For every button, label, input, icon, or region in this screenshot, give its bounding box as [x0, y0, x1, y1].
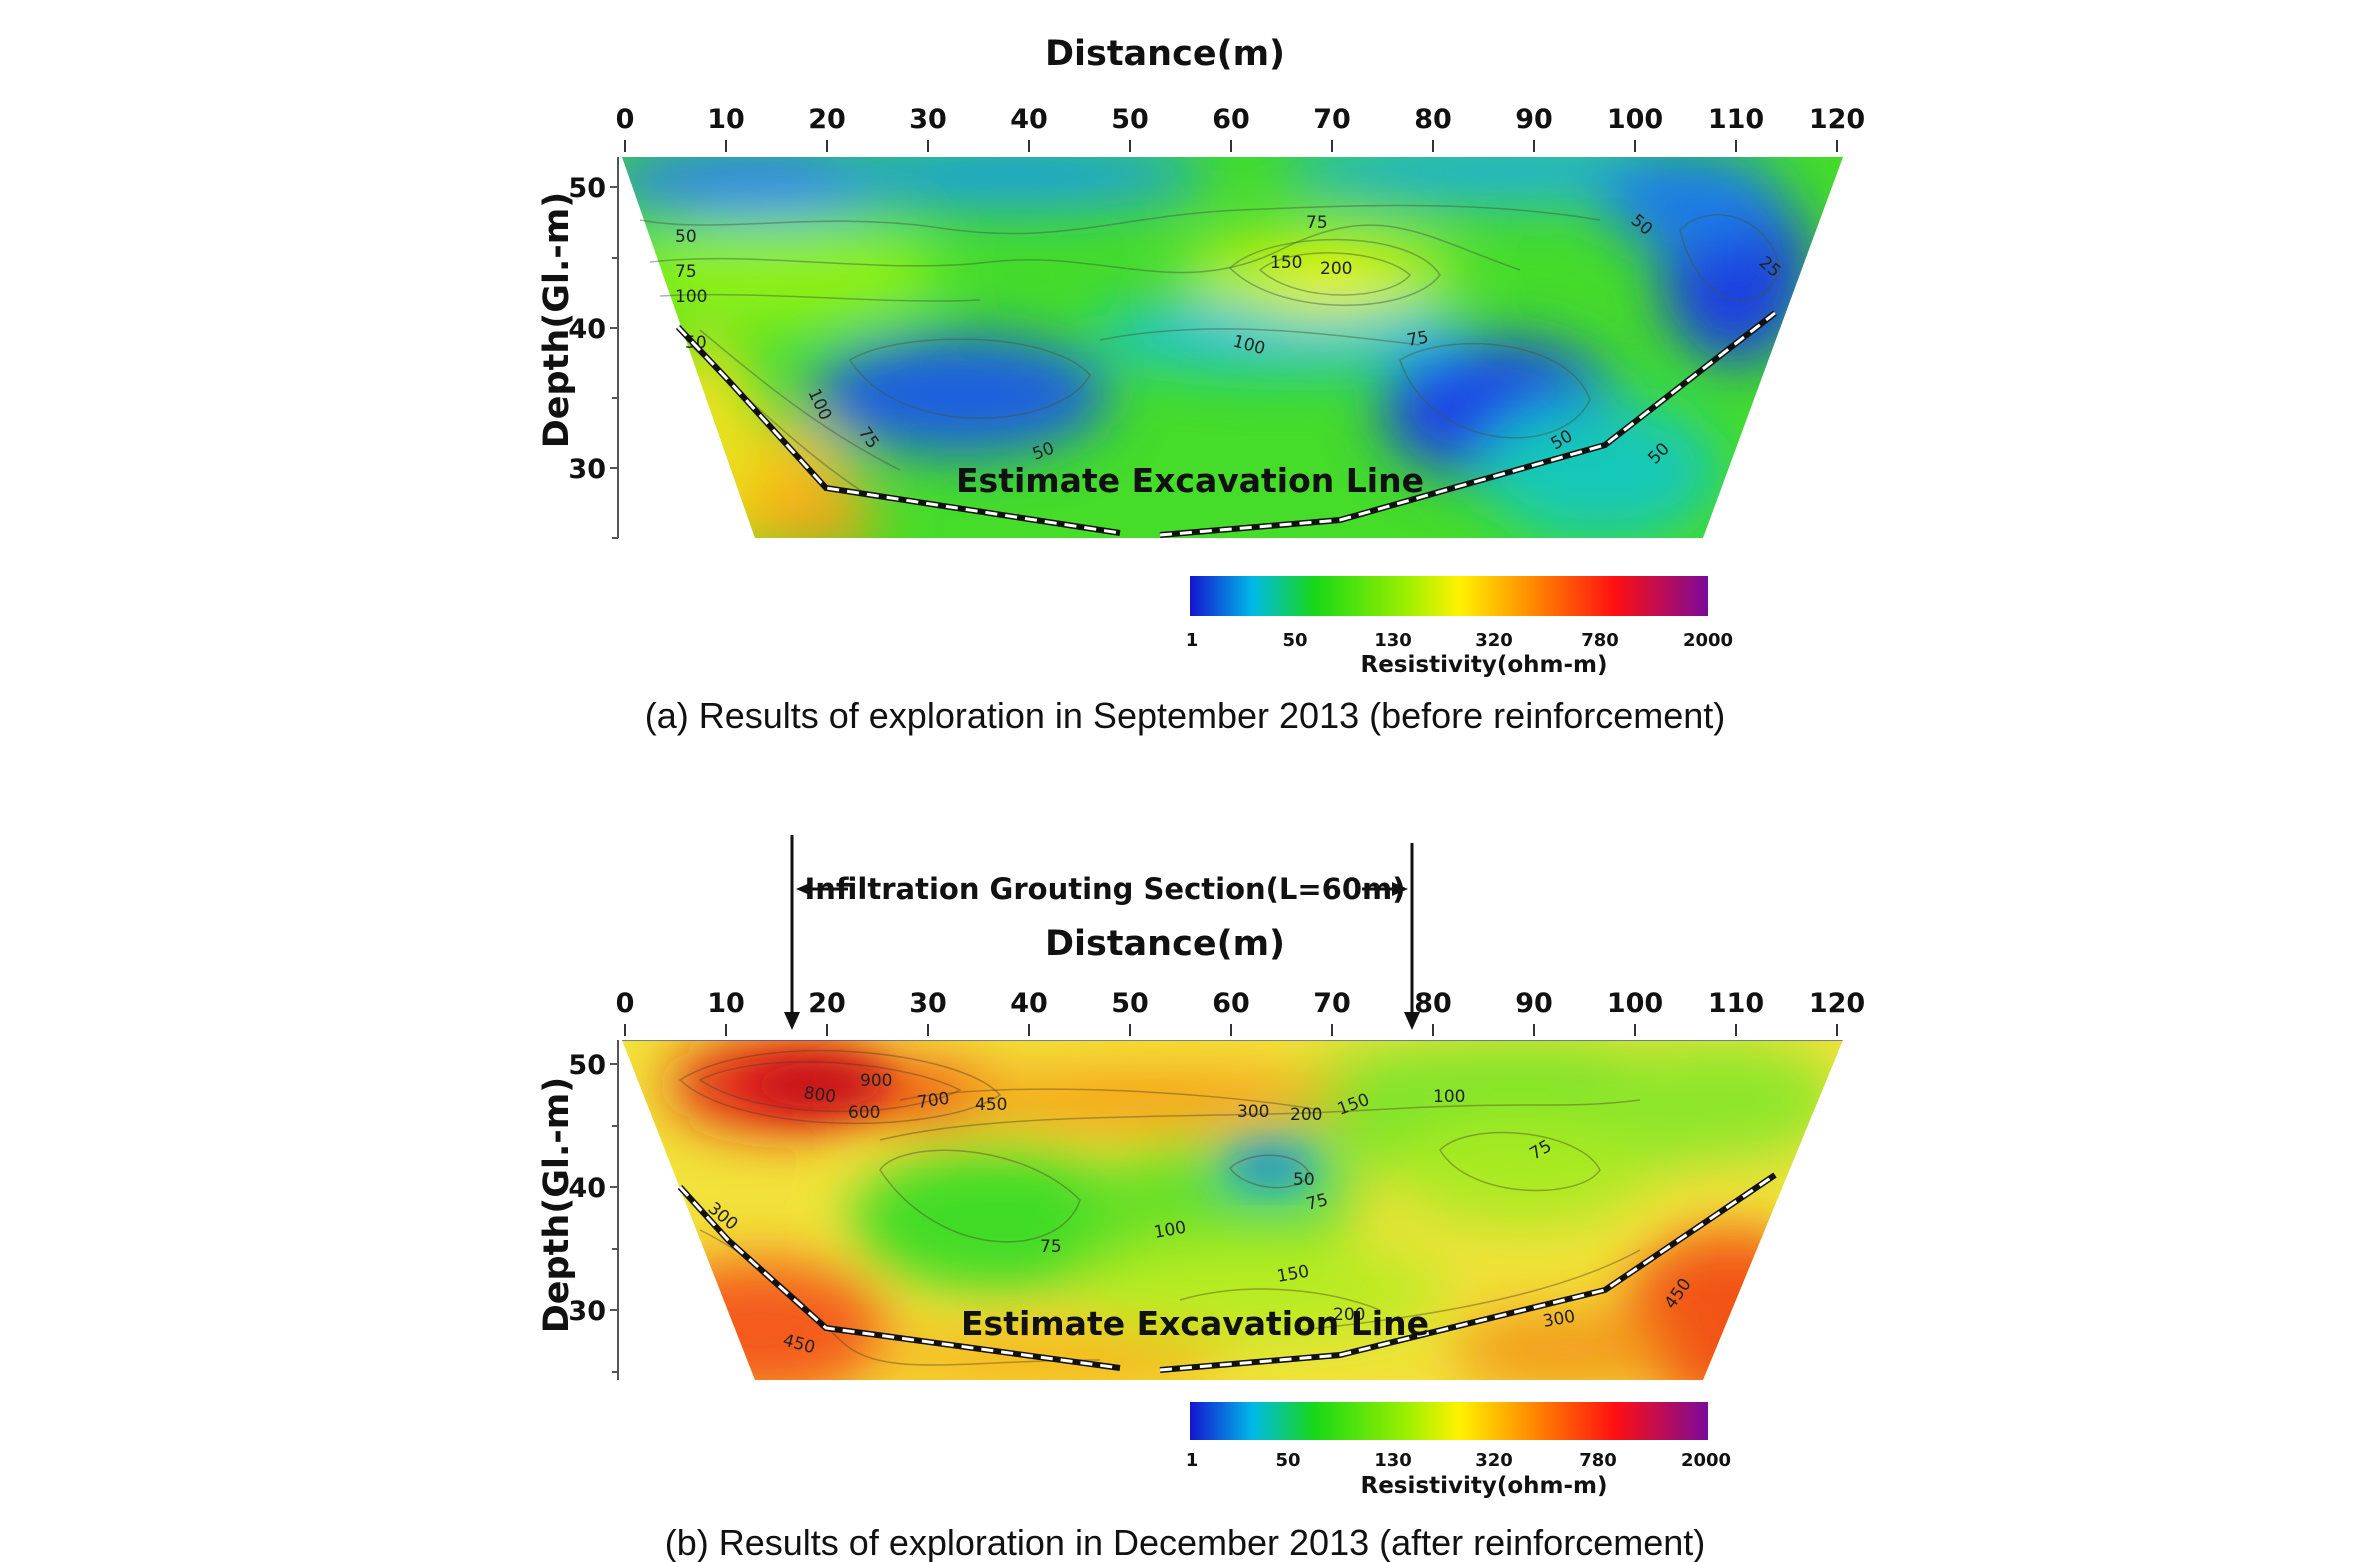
x-tick-label: 80 — [1414, 988, 1452, 1019]
contour-label: 50 — [1293, 1170, 1315, 1190]
contour-label: 75 — [1040, 1237, 1062, 1257]
colorbar-a — [1190, 576, 1708, 616]
colorbar-b — [1190, 1402, 1708, 1440]
contour-label: 450 — [975, 1095, 1007, 1115]
x-tick-label: 120 — [1809, 988, 1865, 1019]
y-tick-label: 50 — [568, 173, 606, 204]
contour-label: 75 — [675, 262, 697, 282]
colorbar-tick-label: 50 — [1275, 1450, 1300, 1471]
contour-label: 800 — [802, 1083, 837, 1107]
y-tick-marks-b — [610, 1063, 618, 1373]
x-tick-label: 60 — [1212, 988, 1250, 1019]
x-tick-label: 20 — [808, 988, 846, 1019]
x-tick-label: 110 — [1708, 104, 1764, 135]
x-tick-marks-a — [624, 140, 1838, 152]
grouting-section-marker: Infiltration Grouting Section(L=60m) — [784, 835, 1420, 1030]
contour-label: 150 — [1270, 253, 1302, 273]
x-tick-label: 40 — [1010, 104, 1048, 135]
x-tick-label: 110 — [1708, 988, 1764, 1019]
caption-a: (a) Results of exploration in September … — [645, 695, 1726, 736]
colorbar-ticks-a: 1 50 130 320 780 2000 — [1186, 630, 1733, 651]
x-tick-label: 10 — [707, 988, 745, 1019]
x-tick-label: 60 — [1212, 104, 1250, 135]
x-tick-label: 90 — [1515, 104, 1553, 135]
x-tick-label: 70 — [1313, 988, 1351, 1019]
x-tick-label: 0 — [616, 104, 635, 135]
colorbar-title-b: Resistivity(ohm-m) — [1361, 1473, 1608, 1499]
excavation-line-label-a: Estimate Excavation Line — [956, 461, 1424, 500]
x-tick-label: 70 — [1313, 104, 1351, 135]
contour-lines-a — [639, 204, 1781, 491]
contour-label: 200 — [1320, 259, 1352, 279]
colorbar-title-a: Resistivity(ohm-m) — [1361, 652, 1608, 678]
x-tick-label: 10 — [707, 104, 745, 135]
colorbar-tick-label: 50 — [1282, 630, 1307, 651]
y-tick-label: 40 — [568, 314, 606, 345]
colorbar-tick-label: 2000 — [1683, 630, 1733, 651]
x-ticks-a: 0 10 20 30 40 50 60 70 80 90 100 110 120 — [616, 104, 1866, 135]
contour-label: 200 — [1290, 1105, 1322, 1125]
colorbar-tick-label: 1 — [1186, 630, 1199, 651]
x-tick-label: 30 — [909, 988, 947, 1019]
colorbar-tick-label: 2000 — [1681, 1450, 1731, 1471]
x-axis-title-b: Distance(m) — [1045, 924, 1285, 964]
arrow-left-icon — [796, 882, 812, 896]
x-tick-label: 120 — [1809, 104, 1865, 135]
y-tick-label: 50 — [568, 1050, 606, 1081]
colorbar-tick-label: 130 — [1374, 1450, 1412, 1471]
colorbar-ticks-b: 1 50 130 320 780 2000 — [1186, 1450, 1731, 1471]
x-tick-label: 20 — [808, 104, 846, 135]
grouting-section-label: Infiltration Grouting Section(L=60m) — [804, 872, 1405, 906]
excavation-line-label-b: Estimate Excavation Line — [961, 1304, 1429, 1343]
y-tick-label: 30 — [568, 1296, 606, 1327]
colorbar-tick-label: 780 — [1579, 1450, 1617, 1471]
panel-b: Infiltration Grouting Section(L=60m) Dis… — [537, 835, 1865, 1562]
contour-label: 200 — [1333, 1305, 1365, 1325]
resistivity-section-a — [622, 157, 1843, 538]
colorbar-tick-label: 320 — [1475, 630, 1513, 651]
arrow-down-icon — [784, 1012, 800, 1030]
arrow-right-icon — [1392, 882, 1408, 896]
contour-label: 700 — [916, 1089, 951, 1113]
contour-label: 50 — [675, 227, 697, 247]
arrow-down-icon — [1404, 1012, 1420, 1030]
colorbar-tick-label: 320 — [1475, 1450, 1513, 1471]
x-tick-label: 40 — [1010, 988, 1048, 1019]
contour-label: 900 — [860, 1071, 892, 1091]
x-axis-title-a: Distance(m) — [1045, 34, 1285, 74]
resistivity-section-b — [622, 1040, 1843, 1380]
x-tick-label: 0 — [616, 988, 635, 1019]
contour-label: 100 — [675, 287, 707, 307]
y-tick-label: 40 — [568, 1173, 606, 1204]
contour-label: 100 — [1433, 1087, 1465, 1107]
x-tick-label: 100 — [1607, 104, 1663, 135]
y-tick-marks-a — [610, 186, 618, 539]
x-tick-label: 50 — [1111, 988, 1149, 1019]
contour-label: 75 — [1405, 327, 1430, 350]
contour-label: 300 — [1237, 1102, 1269, 1122]
excavation-line-b — [677, 1172, 1777, 1373]
y-tick-label: 30 — [568, 454, 606, 485]
y-axis-title-a: Depth(Gl.-m) — [537, 192, 577, 449]
contour-label: 600 — [848, 1103, 880, 1123]
colorbar-tick-label: 130 — [1374, 630, 1412, 651]
x-tick-label: 90 — [1515, 988, 1553, 1019]
excavation-line-a — [675, 310, 1777, 538]
panel-a: Distance(m) 0 10 20 30 40 50 60 70 80 90… — [537, 34, 1865, 736]
x-ticks-b: 0 10 20 30 40 50 60 70 80 90 100 110 120 — [616, 988, 1866, 1019]
contour-label: 75 — [1306, 213, 1328, 233]
x-tick-marks-b — [624, 1024, 1838, 1036]
caption-b: (b) Results of exploration in December 2… — [665, 1522, 1705, 1562]
x-tick-label: 80 — [1414, 104, 1452, 135]
x-tick-label: 100 — [1607, 988, 1663, 1019]
colorbar-tick-label: 780 — [1581, 630, 1619, 651]
x-tick-label: 50 — [1111, 104, 1149, 135]
y-axis-title-b: Depth(Gl.-m) — [537, 1077, 577, 1334]
colorbar-tick-label: 1 — [1186, 1450, 1199, 1471]
x-tick-label: 30 — [909, 104, 947, 135]
